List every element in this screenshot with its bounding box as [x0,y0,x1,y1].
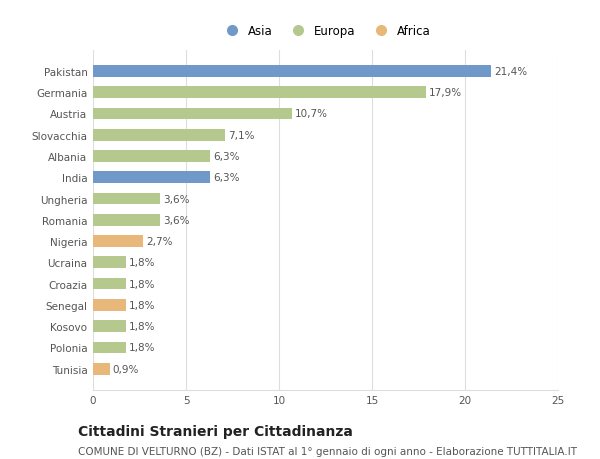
Text: 2,7%: 2,7% [146,236,173,246]
Text: 17,9%: 17,9% [429,88,462,98]
Text: 3,6%: 3,6% [163,194,189,204]
Bar [93,278,127,290]
Bar [93,320,127,332]
Bar [93,172,210,184]
Bar [93,108,292,120]
Bar [93,151,210,162]
Text: 3,6%: 3,6% [163,215,189,225]
Text: 1,8%: 1,8% [129,343,156,353]
Text: 6,3%: 6,3% [213,173,239,183]
Bar [93,236,143,247]
Text: 1,8%: 1,8% [129,258,156,268]
Text: 1,8%: 1,8% [129,279,156,289]
Bar [93,87,426,99]
Text: COMUNE DI VELTURNO (BZ) - Dati ISTAT al 1° gennaio di ogni anno - Elaborazione T: COMUNE DI VELTURNO (BZ) - Dati ISTAT al … [78,446,577,456]
Bar [93,129,225,141]
Text: 7,1%: 7,1% [228,130,254,140]
Bar [93,193,160,205]
Text: Cittadini Stranieri per Cittadinanza: Cittadini Stranieri per Cittadinanza [78,425,353,438]
Bar [93,299,127,311]
Bar [93,363,110,375]
Bar [93,342,127,353]
Text: 10,7%: 10,7% [295,109,328,119]
Bar [93,214,160,226]
Text: 21,4%: 21,4% [494,67,527,77]
Text: 0,9%: 0,9% [113,364,139,374]
Text: 6,3%: 6,3% [213,151,239,162]
Text: 1,8%: 1,8% [129,321,156,331]
Legend: Asia, Europa, Africa: Asia, Europa, Africa [221,25,430,38]
Bar [93,257,127,269]
Bar [93,66,491,78]
Text: 1,8%: 1,8% [129,300,156,310]
